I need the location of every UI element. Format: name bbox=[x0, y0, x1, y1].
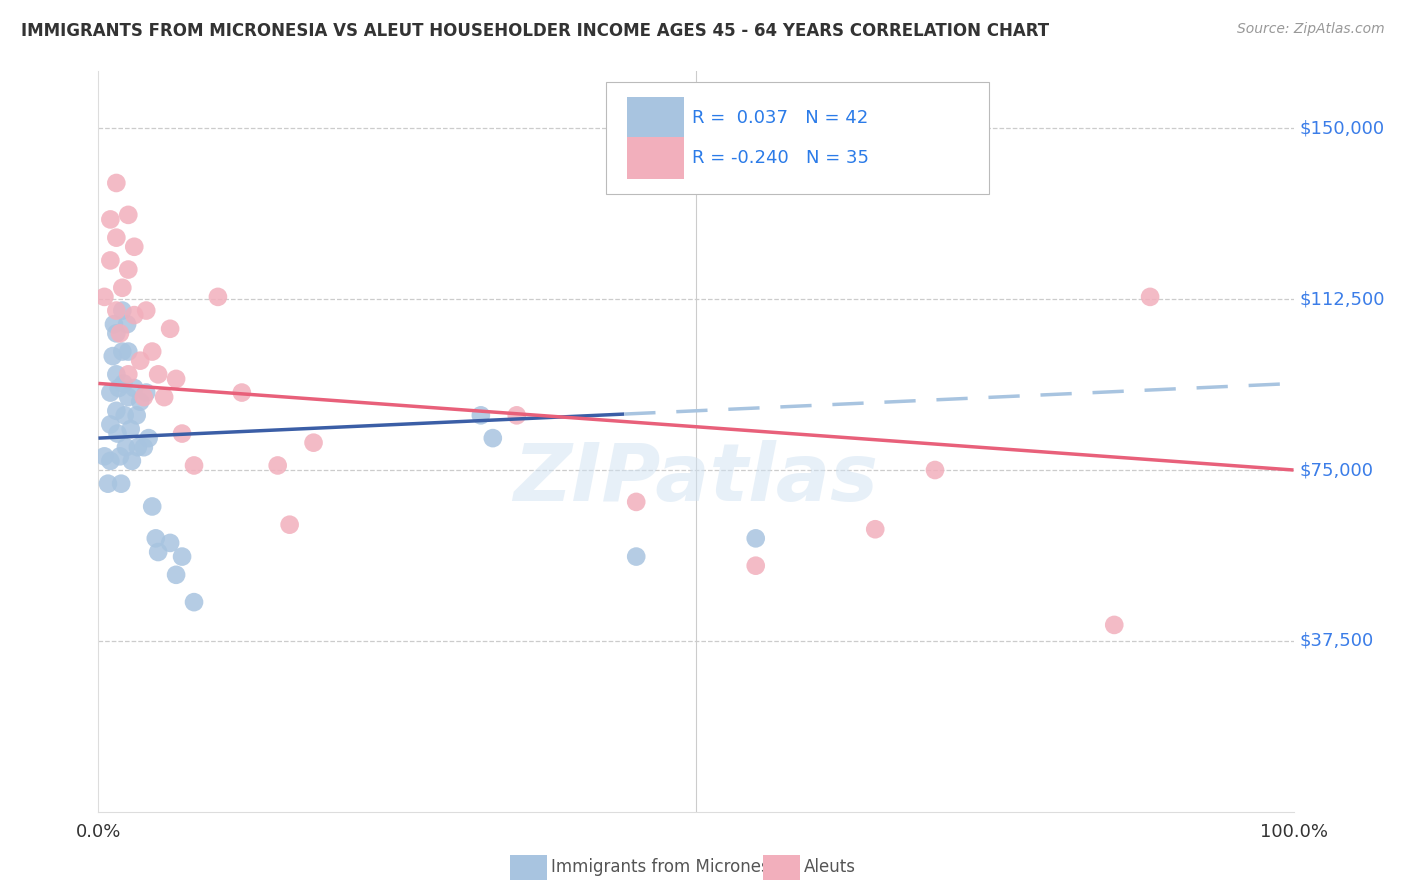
Point bbox=[626, 495, 648, 509]
Point bbox=[745, 558, 768, 573]
Point bbox=[107, 381, 129, 395]
Point bbox=[159, 536, 181, 550]
Point bbox=[105, 176, 128, 190]
Point bbox=[145, 532, 167, 546]
Point bbox=[148, 545, 170, 559]
Point bbox=[117, 368, 139, 382]
Point bbox=[117, 262, 139, 277]
Point bbox=[117, 390, 139, 404]
Point bbox=[207, 290, 229, 304]
Point bbox=[506, 409, 529, 423]
Point bbox=[132, 390, 155, 404]
Point bbox=[470, 409, 492, 423]
Point bbox=[302, 435, 325, 450]
Point bbox=[105, 303, 128, 318]
Point bbox=[1139, 290, 1161, 304]
Point bbox=[924, 463, 946, 477]
Point bbox=[124, 240, 146, 254]
Point bbox=[117, 344, 139, 359]
Point bbox=[105, 230, 128, 244]
Point bbox=[745, 532, 768, 546]
Point bbox=[159, 322, 181, 336]
Point bbox=[626, 549, 648, 564]
Point bbox=[115, 440, 138, 454]
Point bbox=[120, 422, 142, 436]
Point bbox=[153, 390, 176, 404]
Point bbox=[183, 595, 205, 609]
Point bbox=[108, 450, 131, 464]
Point bbox=[125, 409, 148, 423]
Point bbox=[112, 376, 135, 391]
Point bbox=[98, 454, 122, 468]
Point bbox=[98, 385, 122, 400]
Point bbox=[172, 426, 194, 441]
Point bbox=[135, 385, 157, 400]
Point bbox=[110, 476, 132, 491]
FancyBboxPatch shape bbox=[606, 82, 988, 194]
Point bbox=[93, 450, 115, 464]
Text: R =  0.037   N = 42: R = 0.037 N = 42 bbox=[692, 109, 869, 127]
Point bbox=[114, 409, 136, 423]
Point bbox=[165, 567, 187, 582]
Point bbox=[148, 368, 170, 382]
Point bbox=[111, 344, 134, 359]
Point bbox=[108, 326, 131, 341]
Point bbox=[267, 458, 290, 473]
Text: $37,500: $37,500 bbox=[1299, 632, 1374, 650]
Text: $75,000: $75,000 bbox=[1299, 461, 1374, 479]
Text: IMMIGRANTS FROM MICRONESIA VS ALEUT HOUSEHOLDER INCOME AGES 45 - 64 YEARS CORREL: IMMIGRANTS FROM MICRONESIA VS ALEUT HOUS… bbox=[21, 22, 1049, 40]
Point bbox=[111, 303, 134, 318]
Point bbox=[107, 426, 129, 441]
Point bbox=[121, 454, 143, 468]
Point bbox=[132, 440, 155, 454]
Point bbox=[183, 458, 205, 473]
Point bbox=[124, 308, 146, 322]
Point bbox=[481, 431, 505, 445]
Text: Aleuts: Aleuts bbox=[804, 858, 856, 876]
Point bbox=[105, 326, 128, 341]
Point bbox=[98, 253, 122, 268]
Point bbox=[124, 381, 146, 395]
Point bbox=[129, 353, 152, 368]
Text: Immigrants from Micronesia: Immigrants from Micronesia bbox=[551, 858, 785, 876]
Point bbox=[135, 303, 157, 318]
Point bbox=[141, 500, 163, 514]
Text: Source: ZipAtlas.com: Source: ZipAtlas.com bbox=[1237, 22, 1385, 37]
Text: $150,000: $150,000 bbox=[1299, 120, 1385, 137]
Point bbox=[105, 368, 128, 382]
Point bbox=[93, 290, 115, 304]
Point bbox=[97, 476, 120, 491]
Point bbox=[165, 372, 187, 386]
Point bbox=[98, 212, 122, 227]
Point bbox=[1104, 618, 1126, 632]
Point bbox=[127, 440, 149, 454]
Text: $112,500: $112,500 bbox=[1299, 290, 1385, 308]
Point bbox=[129, 394, 152, 409]
Point bbox=[98, 417, 122, 432]
Point bbox=[138, 431, 160, 445]
Point bbox=[172, 549, 194, 564]
Point bbox=[865, 522, 887, 536]
Point bbox=[103, 317, 125, 331]
FancyBboxPatch shape bbox=[627, 136, 685, 179]
Point bbox=[117, 208, 139, 222]
Point bbox=[231, 385, 253, 400]
FancyBboxPatch shape bbox=[627, 96, 685, 139]
Point bbox=[278, 517, 301, 532]
Point bbox=[111, 281, 134, 295]
Text: ZIPatlas: ZIPatlas bbox=[513, 440, 879, 517]
Point bbox=[105, 404, 128, 418]
Point bbox=[141, 344, 163, 359]
Text: R = -0.240   N = 35: R = -0.240 N = 35 bbox=[692, 149, 869, 167]
Point bbox=[101, 349, 124, 363]
Point bbox=[115, 317, 138, 331]
